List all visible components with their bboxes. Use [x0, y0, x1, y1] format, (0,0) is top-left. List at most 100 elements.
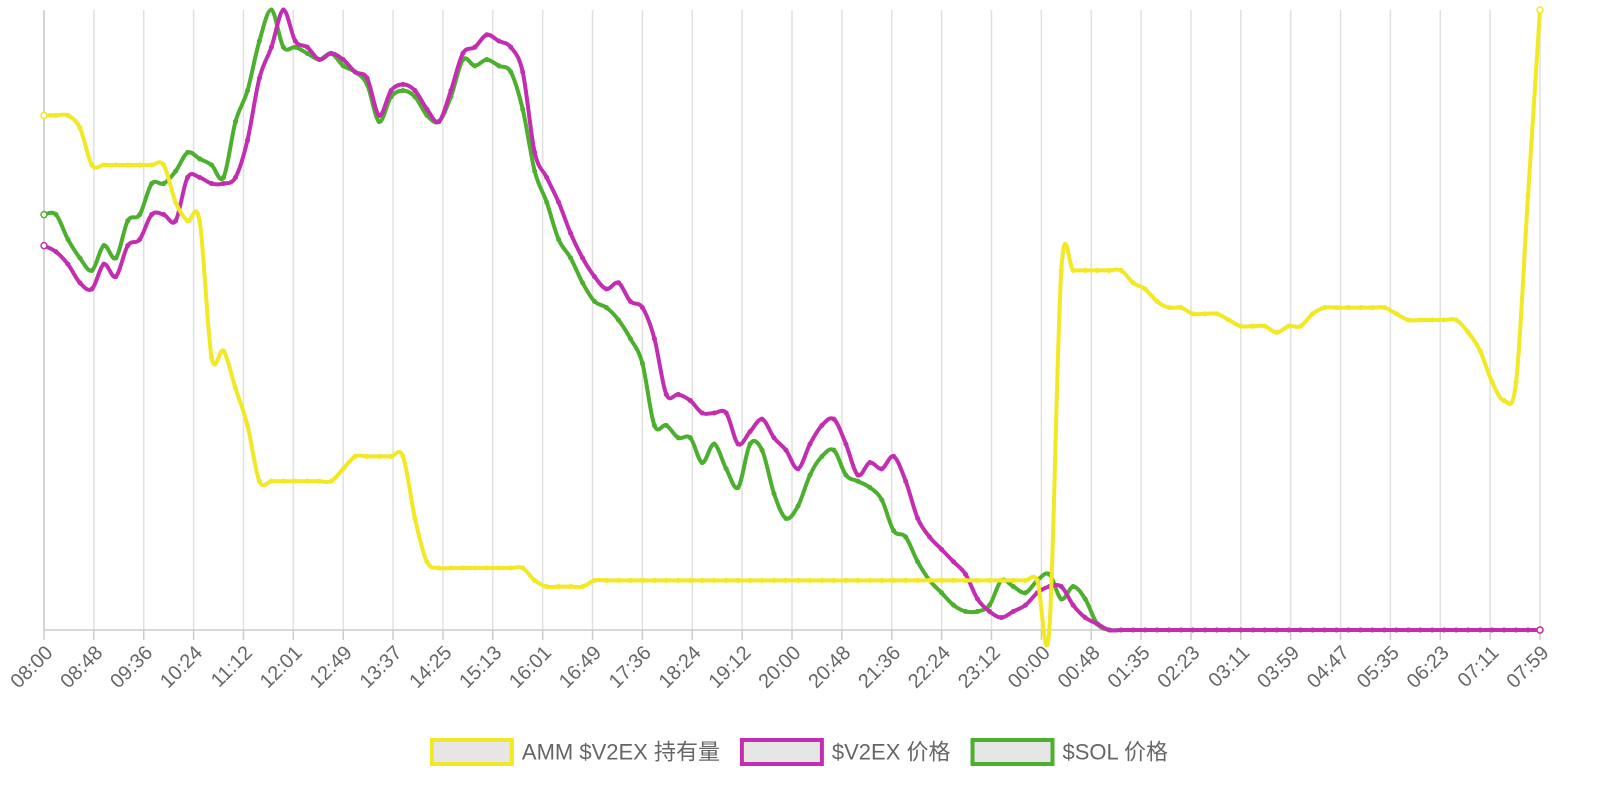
data-point — [951, 602, 957, 608]
data-point — [891, 577, 897, 583]
x-tick-label: 02:23 — [1153, 642, 1204, 693]
data-point — [1262, 323, 1268, 329]
data-point — [927, 577, 933, 583]
data-point — [1010, 577, 1016, 583]
data-point — [532, 577, 538, 583]
data-point — [1465, 329, 1471, 335]
data-point — [376, 453, 382, 459]
data-point — [125, 218, 131, 224]
data-point — [232, 119, 239, 125]
data-point — [651, 577, 657, 583]
data-point — [843, 441, 849, 447]
legend-item-0[interactable]: AMM $V2EX 持有量 — [429, 738, 720, 766]
data-point — [412, 88, 418, 94]
data-point — [663, 577, 669, 583]
data-point — [568, 255, 574, 261]
data-point — [1178, 627, 1184, 633]
data-point — [699, 577, 705, 583]
data-point — [412, 94, 418, 100]
data-point — [256, 38, 262, 44]
data-point — [1082, 615, 1088, 621]
data-point — [508, 44, 514, 50]
data-point — [675, 391, 681, 397]
data-point — [1357, 627, 1364, 633]
data-point — [256, 75, 262, 81]
data-point — [340, 466, 346, 472]
data-point — [711, 410, 717, 416]
data-point — [903, 577, 909, 583]
legend-item-1[interactable]: $V2EX 价格 — [739, 738, 951, 766]
data-point — [783, 577, 789, 583]
data-point — [891, 528, 897, 534]
data-point — [268, 44, 274, 50]
data-point — [1022, 577, 1028, 583]
data-point — [1333, 305, 1340, 311]
data-point — [1118, 267, 1124, 273]
data-point — [831, 447, 837, 453]
data-point — [1142, 627, 1148, 633]
data-point — [1453, 627, 1459, 633]
data-point — [986, 577, 993, 583]
data-point — [328, 50, 334, 56]
data-point — [1357, 305, 1364, 311]
data-point — [244, 88, 251, 94]
data-point — [496, 38, 502, 44]
data-point — [1130, 627, 1136, 633]
data-point — [113, 274, 119, 280]
legend-swatch — [429, 738, 514, 766]
data-point — [1154, 298, 1160, 304]
data-point — [101, 162, 107, 168]
data-point — [1345, 305, 1352, 311]
data-point — [723, 410, 729, 416]
data-point — [197, 218, 203, 224]
data-point — [340, 63, 346, 69]
data-point — [879, 577, 885, 583]
data-point — [771, 577, 777, 583]
data-point — [735, 484, 741, 490]
data-point — [819, 577, 825, 583]
data-point — [962, 577, 969, 583]
data-point — [472, 565, 478, 571]
data-point — [819, 422, 825, 428]
data-point — [1393, 627, 1399, 633]
data-point — [424, 559, 430, 565]
data-point — [520, 565, 526, 571]
legend: AMM $V2EX 持有量 $V2EX 价格 $SOL 价格 — [429, 738, 1169, 766]
data-point — [436, 119, 442, 125]
data-point — [783, 447, 789, 453]
data-point — [1274, 329, 1280, 335]
data-point — [1536, 6, 1544, 14]
data-point — [1369, 627, 1375, 633]
data-point — [1070, 584, 1076, 590]
data-point — [1166, 627, 1172, 633]
data-point — [723, 466, 729, 472]
data-point — [867, 460, 873, 466]
data-point — [927, 534, 933, 540]
data-point — [484, 57, 490, 63]
data-point — [556, 584, 562, 590]
data-point — [496, 565, 502, 571]
data-point — [807, 472, 813, 478]
x-tick-label: 18:24 — [655, 642, 706, 693]
data-point — [280, 478, 286, 484]
data-point — [819, 453, 825, 459]
data-point — [400, 88, 406, 94]
data-point — [460, 565, 466, 571]
data-point — [1238, 323, 1244, 329]
legend-item-2[interactable]: $SOL 价格 — [970, 738, 1169, 766]
data-point — [1214, 311, 1220, 317]
x-tick-label: 21:36 — [854, 642, 905, 693]
data-point — [663, 391, 669, 397]
data-point — [1250, 627, 1256, 633]
data-point — [687, 398, 693, 404]
data-point — [1058, 596, 1064, 602]
data-point — [496, 63, 502, 69]
x-tick-label: 06:23 — [1403, 642, 1454, 693]
data-point — [591, 274, 598, 280]
data-point — [747, 577, 753, 583]
data-point — [915, 559, 921, 565]
data-point — [161, 181, 167, 187]
data-point — [998, 615, 1004, 621]
